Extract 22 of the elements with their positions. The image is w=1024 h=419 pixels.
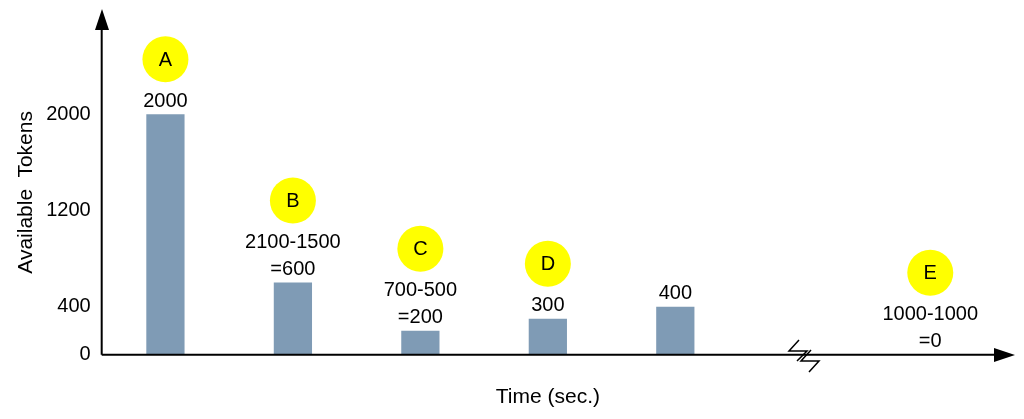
y-tick-label: 0 [79,342,91,365]
y-tick-label: 400 [57,294,91,317]
y-tick-label: 2000 [46,101,91,124]
annotation: D [540,252,556,275]
data-label: 300 [531,293,565,316]
bar [146,114,185,355]
annotation: A [158,47,173,70]
data-label: 2000 [143,88,188,111]
annotation: C [413,237,428,260]
bar [401,330,440,355]
annotation: B [286,189,300,212]
data-label: 2100-1500 =600 [245,230,341,280]
bar [528,318,567,355]
y-tick-label: 1200 [46,197,91,220]
bar [656,306,695,355]
data-label: 400 [658,281,693,304]
bar [273,282,313,355]
y-axis-title: Available Tokens [13,111,37,274]
data-label: 1000-1000 =0 [882,302,979,352]
data-label: 700-500 =200 [383,278,458,328]
x-axis-title: Time (sec.) [495,384,600,408]
annotation: E [923,261,937,284]
